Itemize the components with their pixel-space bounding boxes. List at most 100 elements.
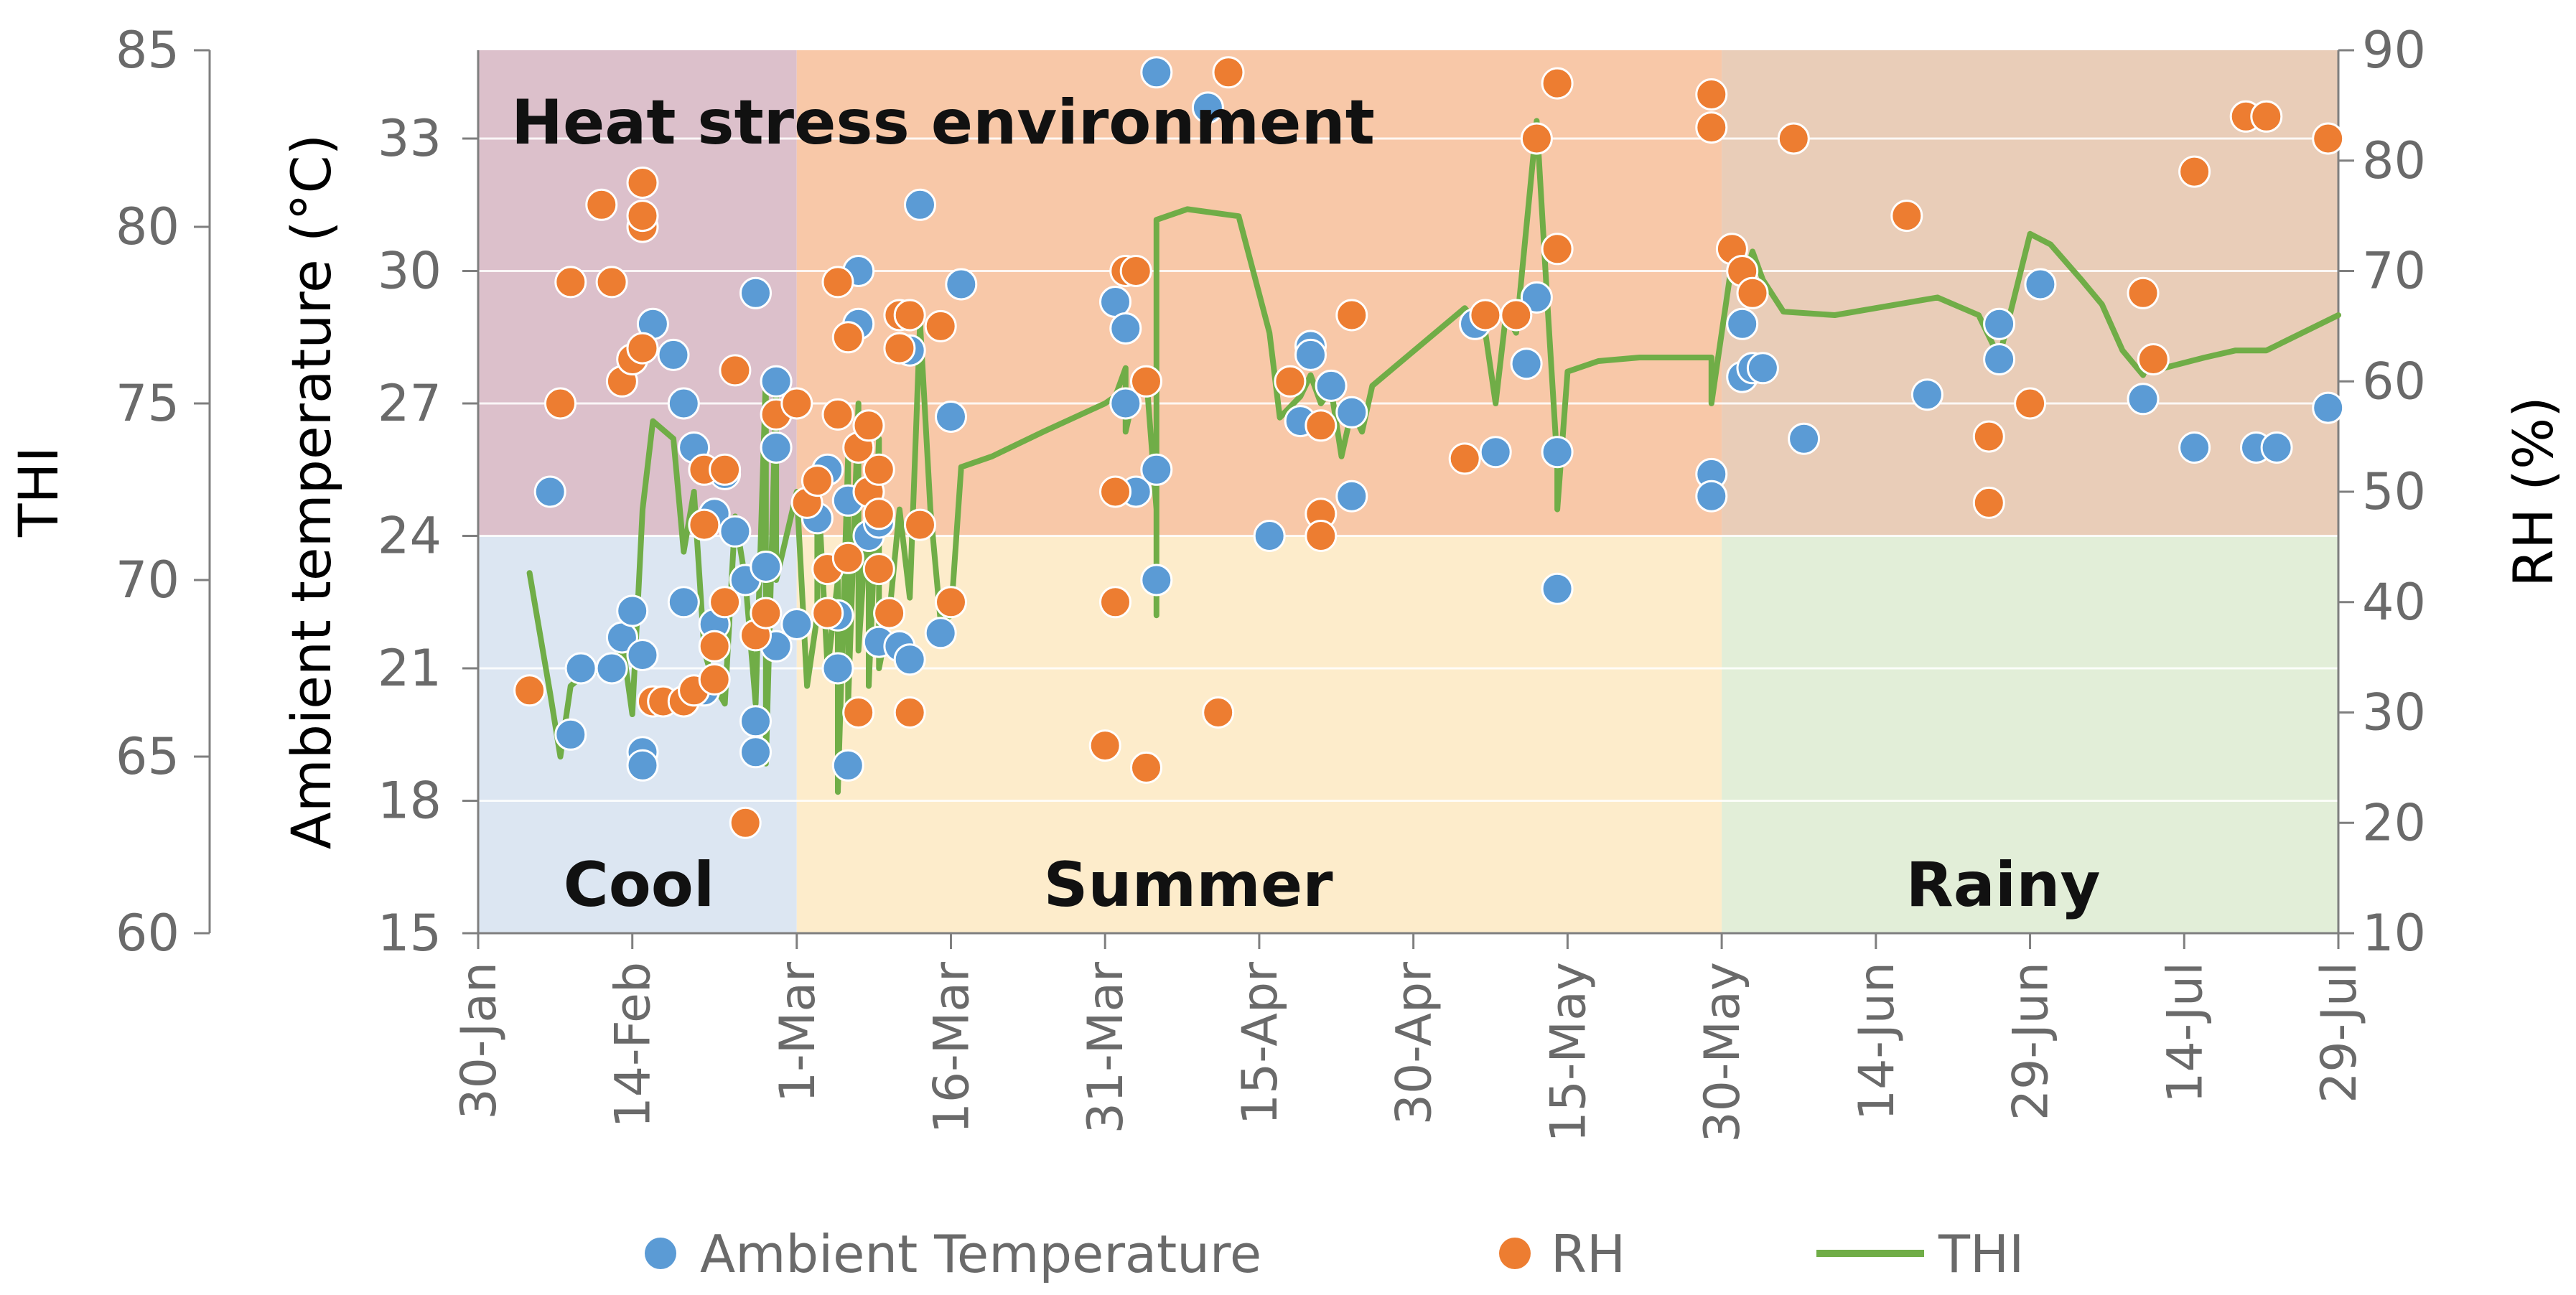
rh-point-77	[1972, 420, 2005, 453]
temperature-point-7	[626, 749, 659, 782]
region-label-cool: Cool	[564, 849, 715, 921]
temp-tick-21: 21	[378, 639, 442, 698]
temperature-point-22	[739, 276, 772, 309]
rh-point-31	[821, 266, 854, 299]
temperature-point-1	[554, 718, 587, 751]
x-tick-15-May: 15-May	[1540, 962, 1597, 1143]
temperature-point-42	[904, 188, 936, 221]
rh-point-54	[1119, 255, 1152, 287]
x-tick-30-Jan: 30-Jan	[451, 962, 508, 1120]
temperature-point-50	[1140, 564, 1173, 597]
annotations: Heat stress environment Cool Summer Rain…	[511, 87, 2101, 921]
temperature-point-58	[1315, 369, 1348, 402]
temperature-point-23	[750, 551, 783, 583]
rh-point-71	[1695, 111, 1728, 144]
x-tick-31-Mar: 31-Mar	[1078, 962, 1134, 1133]
temperature-point-44	[935, 401, 967, 433]
temp-tick-27: 27	[378, 374, 442, 433]
temperature-point-68	[1695, 480, 1728, 513]
rh-point-57	[1202, 696, 1235, 729]
temperature-point-0	[533, 475, 566, 508]
rh-point-39	[862, 453, 895, 486]
temperature-point-11	[667, 387, 700, 420]
rh-point-40	[862, 497, 895, 530]
temperature-point-32	[831, 749, 864, 782]
temperature-point-57	[1294, 338, 1327, 371]
temperature-tick-labels: 15 18 21 24 27 30 33	[378, 109, 478, 963]
temperature-point-79	[2178, 431, 2211, 464]
x-tick-16-Mar: 16-Mar	[923, 962, 980, 1133]
temperature-point-5	[616, 594, 649, 627]
rh-point-7	[626, 332, 659, 365]
rainy-region	[1722, 536, 2338, 933]
temperature-point-69	[1726, 307, 1759, 340]
thi-tick-labels: 60 65 70 75 80 85	[116, 21, 210, 963]
temp-tick-18: 18	[378, 772, 442, 831]
rh-point-16	[688, 508, 721, 541]
x-tick-14-Jul: 14-Jul	[2157, 962, 2213, 1103]
rh-tick-10: 10	[2362, 904, 2426, 963]
temperature-point-76	[1983, 343, 2016, 375]
temp-tick-30: 30	[378, 242, 442, 301]
thi-tick-65: 65	[116, 727, 179, 786]
rh-point-62	[1305, 520, 1338, 552]
rh-point-70	[1695, 78, 1728, 111]
x-tick-30-May: 30-May	[1694, 962, 1751, 1143]
temperature-point-2	[564, 652, 597, 685]
temperature-point-72	[1746, 352, 1779, 385]
rh-point-63	[1335, 299, 1368, 332]
x-tick-29-Jul: 29-Jul	[2311, 962, 2368, 1103]
rh-point-1	[544, 387, 577, 420]
rh-point-21	[719, 354, 752, 387]
rh-point-67	[1520, 122, 1553, 155]
temperature-point-48	[1109, 387, 1142, 420]
x-tick-1-Mar: 1-Mar	[770, 962, 826, 1103]
rh-point-82	[2178, 155, 2211, 188]
rh-point-50	[1088, 729, 1121, 762]
temperature-point-65	[1541, 436, 1574, 469]
temp-tick-24: 24	[378, 507, 442, 566]
rh-point-4	[595, 266, 628, 299]
temperature-point-59	[1335, 480, 1368, 513]
rh-point-46	[893, 696, 926, 729]
temperature-point-77	[2024, 268, 2057, 301]
rh-point-41	[862, 553, 895, 586]
temperature-point-30	[821, 652, 854, 685]
rh-point-0	[513, 674, 546, 707]
rh-point-85	[2312, 122, 2345, 155]
temperature-point-54	[1253, 520, 1286, 552]
rh-point-9	[626, 200, 659, 233]
thi-tick-60: 60	[116, 904, 179, 963]
rh-point-78	[1972, 486, 2005, 519]
rh-point-81	[2137, 343, 2170, 375]
rh-point-33	[831, 321, 864, 354]
thi-tick-85: 85	[116, 21, 179, 80]
temperature-point-78	[2127, 383, 2160, 416]
temperature-point-62	[1479, 436, 1512, 469]
legend-label-thi: THI	[1938, 1224, 2024, 1284]
temperature-point-64	[1520, 281, 1553, 314]
temperature-point-51	[1140, 453, 1173, 486]
rh-point-17	[698, 630, 731, 663]
legend-marker-ambient-temperature	[645, 1238, 676, 1269]
rh-point-80	[2127, 276, 2160, 309]
x-tick-30-Apr: 30-Apr	[1386, 962, 1443, 1125]
temperature-point-82	[2312, 391, 2345, 424]
heat-stress-annotation: Heat stress environment	[511, 87, 1375, 159]
rh-tick-60: 60	[2362, 352, 2426, 411]
region-label-summer: Summer	[1043, 849, 1333, 921]
rh-point-35	[842, 696, 875, 729]
rh-tick-labels: 10 20 30 40 50 60 70 80 90	[2338, 21, 2426, 963]
temperature-point-73	[1788, 422, 1821, 455]
temperature-axis-title: Ambient temperature (°C)	[279, 134, 343, 850]
temperature-point-10	[657, 338, 690, 371]
rh-point-22	[729, 806, 762, 839]
rh-point-49	[935, 586, 967, 619]
rh-point-45	[893, 299, 926, 332]
temperature-point-3	[595, 652, 628, 685]
temperature-point-12	[667, 586, 700, 619]
series-rh	[513, 56, 2345, 839]
rh-tick-80: 80	[2362, 131, 2426, 190]
thi-tick-75: 75	[116, 374, 179, 433]
